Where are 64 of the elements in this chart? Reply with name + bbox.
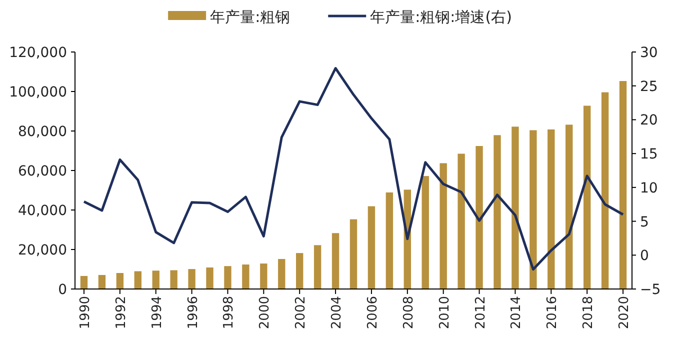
x-tick-label: 2010: [437, 296, 452, 330]
bar: [476, 146, 483, 289]
bar: [530, 130, 537, 289]
bar: [260, 264, 268, 289]
bar: [386, 192, 394, 289]
x-tick-label: 1990: [78, 296, 93, 330]
y-tick-label: 120,000: [9, 45, 67, 61]
bar: [458, 154, 465, 289]
x-tick-label: 2006: [365, 296, 380, 330]
bar: [583, 106, 591, 289]
bar: [350, 219, 358, 289]
y2-tick-label: 5: [640, 214, 649, 230]
bar: [440, 163, 447, 289]
bar: [188, 269, 196, 289]
bar: [296, 253, 304, 289]
bar: [80, 276, 88, 289]
x-tick-label: 1998: [222, 296, 237, 330]
x-tick-label: 2012: [473, 296, 488, 330]
y-tick-label: 0: [58, 282, 67, 298]
x-tick-label: 2018: [581, 296, 596, 330]
bar: [566, 124, 573, 289]
y2-tick-label: 25: [640, 78, 658, 95]
bar: [278, 258, 286, 289]
bar: [619, 81, 627, 289]
bar: [242, 264, 250, 289]
bar: [332, 233, 340, 289]
y2-tick-label: 20: [640, 112, 658, 129]
x-tick-label: 2004: [330, 296, 345, 330]
bar: [548, 129, 555, 289]
y2-tick-label: 0: [640, 248, 649, 264]
bar: [314, 245, 322, 289]
bar: [98, 274, 106, 289]
y2-tick-label: −5: [640, 282, 661, 298]
legend-label: 年产量:粗钢:增速(右): [370, 8, 512, 26]
y-tick-label: 20,000: [18, 242, 67, 258]
legend-label: 年产量:粗钢: [210, 8, 290, 26]
bar: [494, 135, 501, 289]
y-tick-label: 40,000: [18, 203, 67, 219]
x-tick-label: 1994: [150, 296, 165, 330]
bar: [368, 206, 376, 289]
x-tick-label: 2016: [545, 296, 560, 330]
y2-tick-label: 10: [640, 180, 658, 196]
line-series: [82, 67, 624, 271]
x-tick-label: 2014: [509, 296, 524, 330]
y2-tick-label: 15: [640, 146, 658, 163]
bar: [152, 270, 160, 289]
x-tick-label: 2002: [294, 296, 309, 330]
x-tick-label: 2020: [617, 296, 632, 330]
bar: [512, 126, 519, 289]
y-tick-label: 60,000: [18, 164, 67, 180]
bar: [224, 266, 232, 289]
x-tick-label: 2000: [258, 296, 273, 330]
x-tick-label: 2008: [401, 296, 416, 330]
bar: [422, 176, 429, 289]
x-tick-label: 1992: [114, 296, 129, 330]
x-tick-label: 1996: [186, 296, 201, 330]
bar: [116, 273, 124, 289]
bar: [134, 271, 142, 289]
y-tick-label: 100,000: [9, 84, 67, 100]
bar: [170, 270, 178, 289]
y-tick-label: 80,000: [18, 124, 67, 140]
bar: [601, 92, 609, 289]
y2-tick-label: 30: [640, 45, 658, 61]
bar: [206, 267, 214, 289]
